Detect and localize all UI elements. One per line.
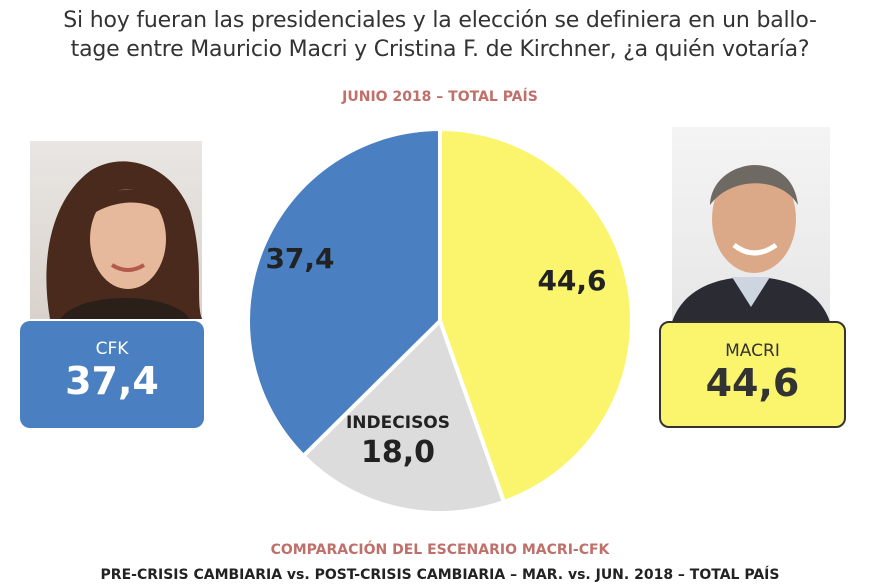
footer-subtitle: PRE-CRISIS CAMBIARIA vs. POST-CRISIS CAM… [100, 567, 780, 583]
question-line-1: Si hoy fueran las presidenciales y la el… [63, 8, 817, 33]
pie-slice-label-0: 44,6 [537, 264, 606, 297]
pie-slice-label-2: 37,4 [265, 242, 334, 275]
cfk-result-card: CFK 37,4 [20, 321, 204, 428]
macri-value: 44,6 [705, 361, 800, 405]
macri-portrait-icon [672, 165, 830, 322]
question-line-2: tage entre Mauricio Macri y Cristina F. … [70, 37, 810, 62]
pie-slice-label-1: 18,0 [361, 435, 435, 470]
footer-title: COMPARACIÓN DEL ESCENARIO MACRI-CFK [270, 542, 610, 558]
pie-slice-name-1: INDECISOS [346, 413, 450, 433]
cfk-value: 37,4 [65, 359, 159, 403]
cfk-portrait-icon [46, 161, 202, 319]
cfk-label: CFK [95, 339, 129, 359]
chart-subtitle: JUNIO 2018 – TOTAL PAÍS [342, 89, 538, 105]
pie-slice-0 [438, 126, 634, 505]
question-text: Si hoy fueran las presidenciales y la el… [0, 6, 880, 64]
macri-label: MACRI [725, 341, 780, 361]
macri-result-card: MACRI 44,6 [659, 321, 846, 428]
pie-slice-1 [300, 317, 507, 515]
pie-slice-2 [246, 126, 442, 459]
cfk-photo [30, 141, 202, 319]
macri-photo [672, 127, 830, 322]
